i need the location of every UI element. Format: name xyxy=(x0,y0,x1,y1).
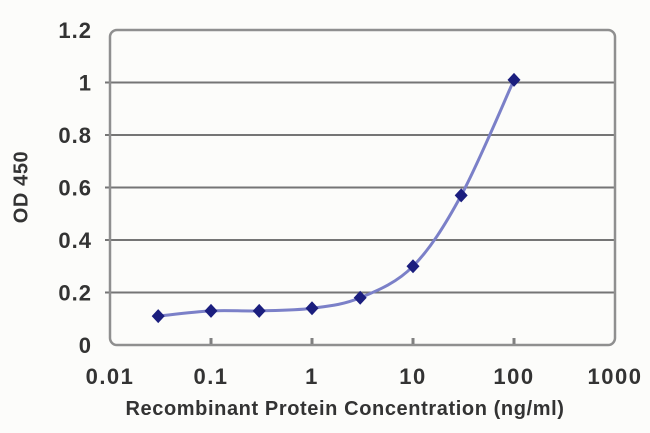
data-point-marker xyxy=(454,188,468,203)
y-axis-title: OD 450 xyxy=(10,150,33,224)
y-tick-label: 1 xyxy=(79,71,92,96)
data-point-marker xyxy=(305,301,319,316)
plot-frame xyxy=(108,28,617,347)
data-point-marker xyxy=(204,303,218,318)
y-tick-label: 0 xyxy=(79,333,92,358)
x-tick-label: 0.01 xyxy=(86,364,135,389)
data-point-marker xyxy=(252,303,266,318)
y-tick-label: 1.2 xyxy=(58,18,92,43)
x-tick-label: 10 xyxy=(399,364,426,389)
data-point-marker xyxy=(406,259,420,274)
x-axis-title: Recombinant Protein Concentration (ng/ml… xyxy=(125,398,565,420)
data-point-marker xyxy=(353,290,367,305)
y-tick-label: 0.4 xyxy=(58,228,92,253)
data-point-marker xyxy=(507,72,521,87)
x-tick-label: 1 xyxy=(305,364,319,389)
y-tick-label: 0.6 xyxy=(58,176,92,201)
data-point-marker xyxy=(151,309,165,324)
y-tick-label: 0.8 xyxy=(58,123,92,148)
x-tick-label: 100 xyxy=(493,364,534,389)
y-tick-label: 0.2 xyxy=(58,281,92,306)
x-tick-label: 0.1 xyxy=(193,364,228,389)
x-tick-label: 1000 xyxy=(588,364,643,389)
